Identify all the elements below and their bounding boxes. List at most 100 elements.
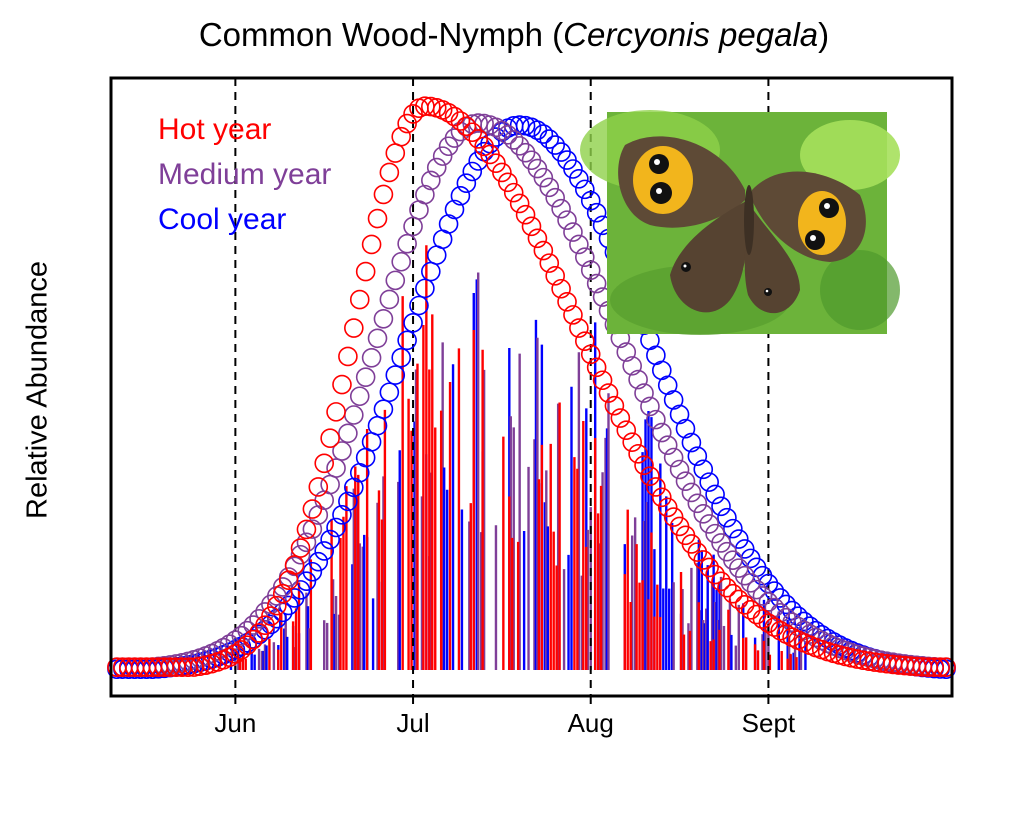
curve-point bbox=[533, 124, 554, 144]
curve-point bbox=[539, 129, 560, 149]
butterfly-photo bbox=[580, 110, 900, 335]
x-axis-ticks: Jun Jul Aug Sept bbox=[214, 696, 796, 738]
curve-point bbox=[361, 234, 382, 255]
curve-point bbox=[770, 620, 791, 641]
curve-point bbox=[539, 177, 560, 198]
curve-point bbox=[646, 409, 666, 430]
curve-point bbox=[290, 544, 311, 565]
curve-point bbox=[444, 128, 465, 148]
curve-point bbox=[462, 122, 483, 143]
curve-point bbox=[492, 162, 512, 183]
x-tick-label-3: Sept bbox=[742, 708, 796, 738]
curve-point bbox=[687, 493, 708, 514]
curve-point bbox=[462, 161, 483, 182]
curve-point bbox=[243, 629, 263, 650]
curve-point bbox=[699, 472, 719, 492]
curve-point bbox=[687, 446, 708, 466]
curve-point bbox=[308, 551, 329, 572]
curve-point bbox=[746, 579, 767, 600]
curve-point bbox=[515, 142, 536, 163]
curve-point bbox=[675, 471, 696, 491]
curve-point bbox=[657, 435, 678, 455]
curve-point bbox=[657, 497, 678, 518]
curve-point bbox=[936, 657, 956, 677]
curve-point bbox=[272, 577, 293, 597]
curve-point bbox=[391, 251, 412, 272]
curve-point bbox=[569, 234, 589, 255]
curve-point bbox=[569, 318, 589, 338]
curve-point bbox=[302, 499, 323, 519]
curve-point bbox=[290, 538, 311, 558]
legend: Hot year Medium year Cool year bbox=[158, 113, 331, 236]
curve-point bbox=[604, 395, 625, 416]
curve-point bbox=[622, 356, 642, 376]
curve-point bbox=[373, 309, 394, 329]
curve-point bbox=[610, 408, 631, 428]
curve-point bbox=[557, 210, 577, 230]
curve-point bbox=[693, 550, 714, 570]
curve-point bbox=[438, 214, 459, 234]
curve-point bbox=[545, 135, 565, 155]
curve-point bbox=[634, 455, 654, 475]
curve-point bbox=[551, 278, 571, 299]
curve-point bbox=[385, 270, 406, 291]
curve-point bbox=[563, 222, 583, 242]
curve-point bbox=[723, 583, 743, 604]
curve-point bbox=[563, 305, 583, 325]
curve-point bbox=[249, 608, 269, 629]
curve-point bbox=[302, 561, 323, 582]
species-name: Cercyonis pegala bbox=[563, 16, 819, 53]
curve-point bbox=[296, 532, 317, 553]
curve-point bbox=[421, 170, 441, 191]
curve-point bbox=[545, 187, 565, 208]
curve-point bbox=[503, 130, 524, 150]
curve-point bbox=[296, 519, 317, 540]
curve-point bbox=[557, 291, 577, 312]
curve-point bbox=[711, 496, 731, 517]
curve-point bbox=[752, 586, 773, 606]
curve-point bbox=[332, 504, 352, 525]
curve-point bbox=[355, 261, 376, 282]
curve-point bbox=[569, 168, 589, 189]
curve-point bbox=[622, 432, 642, 452]
curve-point bbox=[681, 432, 702, 453]
curve-point bbox=[421, 261, 441, 282]
curve-point bbox=[320, 529, 340, 550]
curve-point bbox=[764, 617, 785, 637]
curve-point bbox=[373, 184, 394, 205]
curve-point bbox=[728, 558, 749, 578]
curve-point bbox=[302, 519, 323, 539]
curve-point bbox=[693, 504, 714, 524]
curve-point bbox=[361, 432, 382, 452]
curve-point bbox=[367, 328, 388, 349]
curve-point bbox=[450, 186, 471, 206]
curve-point bbox=[515, 204, 536, 225]
curve-point bbox=[432, 146, 453, 166]
curve-point bbox=[551, 198, 571, 219]
curve-point bbox=[575, 179, 595, 200]
curve-point bbox=[563, 159, 583, 179]
plot-frame bbox=[109, 76, 954, 698]
curve-point bbox=[326, 402, 346, 422]
curve-point bbox=[651, 487, 672, 508]
curve-point bbox=[397, 330, 417, 351]
curve-point bbox=[385, 143, 406, 163]
curve-point bbox=[699, 557, 719, 578]
curve-point bbox=[734, 594, 755, 615]
curve-point bbox=[509, 193, 530, 214]
x-tick-label-0: Jun bbox=[214, 708, 256, 738]
curve-point bbox=[338, 423, 358, 444]
curve-point bbox=[740, 573, 761, 593]
curve-point bbox=[575, 247, 595, 267]
curve-point bbox=[527, 228, 548, 249]
curve-point bbox=[663, 390, 684, 410]
curve-point bbox=[717, 577, 737, 598]
curve-point bbox=[314, 453, 335, 474]
curve-point bbox=[616, 342, 637, 362]
curve-point bbox=[261, 606, 281, 626]
legend-entry-2: Cool year bbox=[158, 203, 286, 236]
curve-point bbox=[385, 365, 406, 385]
curve-point bbox=[628, 444, 648, 464]
curve-point bbox=[575, 331, 595, 351]
